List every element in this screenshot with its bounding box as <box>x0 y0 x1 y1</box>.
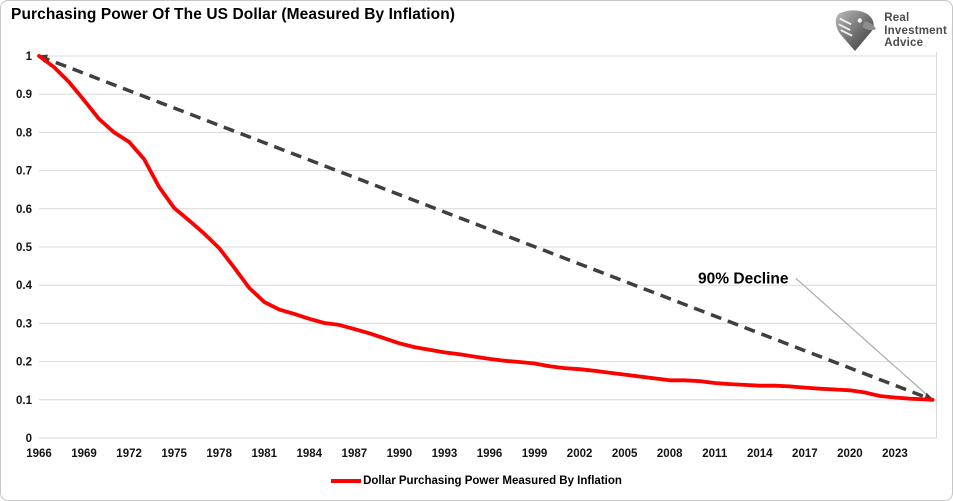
x-tick-label: 1990 <box>387 448 413 460</box>
y-tick-label: 0.2 <box>16 357 32 369</box>
x-tick-label: 1984 <box>297 448 323 460</box>
x-tick-label: 2020 <box>837 448 863 460</box>
brand-logo-line: Investment <box>884 24 947 37</box>
x-tick-label: 1996 <box>477 448 503 460</box>
y-tick-label: 0.7 <box>16 166 32 178</box>
x-tick-label: 2014 <box>747 448 773 460</box>
x-tick-label: 1981 <box>251 448 277 460</box>
x-tick-label: 2017 <box>792 448 818 460</box>
x-tick-label: 2023 <box>882 448 908 460</box>
legend-line-swatch <box>331 479 362 483</box>
x-tick-label: 1978 <box>206 448 232 460</box>
legend: Dollar Purchasing Power Measured By Infl… <box>1 472 952 490</box>
y-tick-label: 0.5 <box>16 242 33 254</box>
x-tick-label: 1969 <box>71 448 97 460</box>
x-tick-label: 1999 <box>522 448 548 460</box>
brand-logo-line: Real <box>884 12 910 25</box>
chart-title: Purchasing Power Of The US Dollar (Measu… <box>11 6 456 23</box>
y-tick-label: 0.1 <box>16 395 33 407</box>
brand-logo-line: Advice <box>884 37 924 50</box>
brand-logo-text: Real Investment Advice <box>884 12 947 50</box>
purchasing-power-line <box>37 54 935 402</box>
trend-line <box>37 54 935 402</box>
y-tick-label: 0.6 <box>16 204 32 216</box>
x-tick-label: 2002 <box>567 448 593 460</box>
y-tick-label: 0.3 <box>16 318 32 330</box>
legend-label: Dollar Purchasing Power Measured By Infl… <box>363 475 622 487</box>
eagle-logo-icon <box>836 10 877 52</box>
y-tick-label: 0 <box>26 433 32 445</box>
x-tick-label: 2011 <box>702 448 728 460</box>
brand-logo: Real Investment Advice <box>828 10 947 52</box>
annotation-leader-line <box>795 277 930 398</box>
x-tick-label: 1993 <box>432 448 458 460</box>
annotation-label: 90% Decline <box>698 271 789 288</box>
y-tick-label: 0.8 <box>16 127 33 139</box>
y-tick-label: 0.4 <box>16 280 33 292</box>
x-tick-label: 1987 <box>342 448 368 460</box>
x-tick-label: 1966 <box>26 448 52 460</box>
x-tick-label: 1972 <box>116 448 142 460</box>
y-tick-label: 1 <box>26 51 33 63</box>
x-tick-label: 2005 <box>612 448 638 460</box>
y-tick-label: 0.9 <box>16 89 32 101</box>
x-tick-label: 2008 <box>657 448 683 460</box>
x-tick-label: 1975 <box>161 448 187 460</box>
